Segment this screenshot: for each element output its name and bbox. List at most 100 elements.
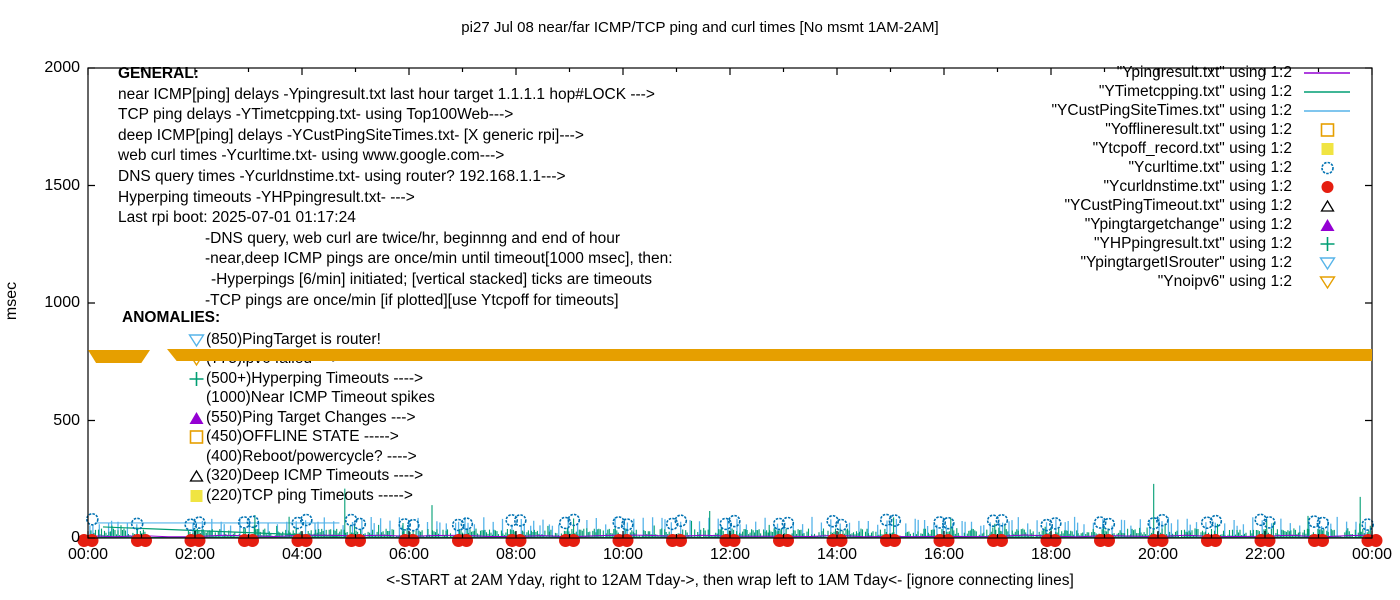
legend-label: "YCustPingTimeout.txt" using 1:2 [1064, 196, 1292, 214]
legend-label: "Ypingresult.txt" using 1:2 [1116, 63, 1292, 81]
legend-open-inv-triangle-icon [1302, 254, 1352, 271]
open-square-marker-icon [1320, 122, 1334, 137]
anomalies-heading: ANOMALIES: [122, 309, 221, 326]
anomaly-text: (500+)Hyperping Timeouts ----> [206, 369, 424, 387]
noipv6-band-main-segment [167, 349, 1372, 361]
general-line: TCP ping delays -YTimetcpping.txt- using… [118, 106, 514, 124]
legend-plus-icon [1302, 235, 1352, 252]
open-triangle-icon [188, 468, 205, 484]
legend-entry: "YCustPingSiteTimes.txt" using 1:2 [1052, 101, 1352, 120]
x-tick-label: 02:00 [174, 546, 216, 563]
line-marker-icon [1304, 90, 1350, 93]
anomaly-text: (450)OFFLINE STATE -----> [206, 428, 399, 446]
x-tick-label: 00:00 [67, 546, 109, 563]
legend-label: "Yofflineresult.txt" using 1:2 [1105, 120, 1292, 138]
general-line: DNS query times -Ycurldnstime.txt- using… [118, 167, 566, 185]
anomaly-text: (220)TCP ping Timeouts -----> [206, 486, 413, 504]
line-marker-icon [1304, 109, 1350, 112]
anomalies-annotation-block: ANOMALIES: (850)PingTarget is router!(77… [122, 308, 435, 504]
filled-circle-marker-icon [1321, 180, 1333, 193]
legend-entry: "YpingtargetISrouter" using 1:2 [1052, 253, 1352, 272]
x-tick-label: 22:00 [1244, 546, 1286, 563]
plus-marker-icon [189, 371, 204, 386]
anomaly-text: (320)Deep ICMP Timeouts ----> [206, 467, 424, 485]
general-line: Hyperping timeouts -YHPpingresult.txt- -… [118, 188, 415, 206]
anomaly-item: (450)OFFLINE STATE -----> [188, 428, 399, 447]
legend-label: "YCustPingSiteTimes.txt" using 1:2 [1051, 101, 1292, 119]
anomaly-item: (320)Deep ICMP Timeouts ----> [188, 467, 423, 486]
legend-label: "YTimetcpping.txt" using 1:2 [1098, 82, 1292, 100]
legend-filled-circle-icon [1302, 178, 1352, 195]
legend-entry: "YCustPingTimeout.txt" using 1:2 [1052, 196, 1352, 215]
legend-open-square-icon [1302, 121, 1352, 138]
general-line: deep ICMP[ping] delays -YCustPingSiteTim… [118, 126, 584, 144]
legend-filled-square-icon [1302, 140, 1352, 157]
legend-label: "Ypingtargetchange" using 1:2 [1084, 215, 1292, 233]
legend-entry: "Ycurltime.txt" using 1:2 [1052, 158, 1352, 177]
chart-legend: "Ypingresult.txt" using 1:2 "YTimetcpping… [1052, 63, 1352, 291]
legend-label: "Ytcpoff_record.txt" using 1:2 [1092, 139, 1292, 157]
general-line: web curl times -Ycurltime.txt- using www… [118, 147, 505, 165]
filled-square-marker-icon [1321, 142, 1333, 155]
filled-triangle-icon [188, 410, 205, 426]
x-tick-label: 06:00 [388, 546, 430, 563]
anomaly-item: (500+)Hyperping Timeouts ----> [188, 369, 423, 388]
legend-entry: "Ypingresult.txt" using 1:2 [1052, 63, 1352, 82]
x-tick-label: 04:00 [281, 546, 323, 563]
x-tick-label: 20:00 [1137, 546, 1179, 563]
noipv6-band-left-segment [88, 350, 150, 363]
legend-entry: "Ycurldnstime.txt" using 1:2 [1052, 177, 1352, 196]
curl-time-points [86, 512, 1374, 532]
anomaly-item: (220)TCP ping Timeouts -----> [188, 486, 413, 505]
open-square-icon [188, 429, 205, 445]
general-line: near ICMP[ping] delays -Ypingresult.txt … [118, 85, 655, 103]
filled-triangle-marker-icon [1320, 218, 1334, 231]
open-inv-triangle-icon [188, 332, 205, 348]
anomaly-text: (550)Ping Target Changes ---> [206, 408, 416, 426]
open-inv-triangle-marker-icon [188, 333, 205, 347]
filled-square-icon [188, 488, 205, 504]
y-tick-label: 0 [71, 529, 80, 546]
y-tick-label: 1500 [44, 176, 80, 194]
legend-label: "Ycurldnstime.txt" using 1:2 [1103, 177, 1292, 195]
general-line: -TCP pings are once/min [if plotted][use… [205, 291, 619, 309]
x-tick-label: 14:00 [816, 546, 858, 563]
anomaly-text: (400)Reboot/powercycle? ----> [206, 447, 417, 465]
open-circle-marker-icon [1320, 161, 1334, 174]
anomaly-item: (400)Reboot/powercycle? ----> [188, 447, 417, 466]
open-triangle-marker-icon [1319, 199, 1335, 212]
x-tick-label: 16:00 [923, 546, 965, 563]
general-heading: GENERAL: [118, 65, 199, 82]
legend-line-icon [1302, 83, 1352, 100]
legend-label: "Ynoipv6" using 1:2 [1157, 272, 1292, 290]
chart-title: pi27 Jul 08 near/far ICMP/TCP ping and c… [461, 19, 939, 36]
general-annotation-block: GENERAL: near ICMP[ping] delays -Ypingre… [118, 64, 673, 311]
open-triangle-marker-icon [189, 469, 204, 482]
y-tick-label: 1000 [44, 294, 80, 311]
y-tick-label: 500 [53, 411, 80, 429]
legend-open-triangle-icon [1302, 197, 1352, 214]
filled-square-marker-icon [190, 489, 203, 502]
y-tick-label: 2000 [44, 59, 80, 76]
anomaly-text: (1000)Near ICMP Timeout spikes [206, 389, 435, 407]
x-tick-label: 00:00 [1351, 546, 1393, 563]
legend-open-inv-triangle-icon [1302, 273, 1352, 290]
legend-label: "YpingtargetISrouter" using 1:2 [1080, 253, 1292, 271]
x-axis-note: <-START at 2AM Yday, right to 12AM Tday-… [386, 572, 1074, 589]
open-square-marker-icon [189, 430, 204, 444]
x-tick-label: 12:00 [709, 546, 751, 563]
x-tick-label: 08:00 [495, 546, 537, 563]
dns-time-points [77, 534, 1383, 547]
line-marker-icon [1304, 71, 1350, 74]
legend-label: "YHPpingresult.txt" using 1:2 [1094, 234, 1292, 252]
legend-filled-triangle-icon [1302, 216, 1352, 233]
legend-entry: "Ypingtargetchange" using 1:2 [1052, 215, 1352, 234]
legend-open-circle-icon [1302, 159, 1352, 176]
legend-line-icon [1302, 64, 1352, 81]
x-tick-label: 10:00 [602, 546, 644, 563]
open-inv-triangle-marker-icon [1318, 275, 1336, 289]
legend-label: "Ycurltime.txt" using 1:2 [1128, 158, 1292, 176]
legend-line-icon [1302, 102, 1352, 119]
